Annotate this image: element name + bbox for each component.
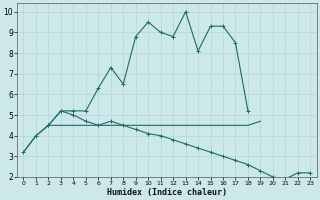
X-axis label: Humidex (Indice chaleur): Humidex (Indice chaleur): [107, 188, 227, 197]
